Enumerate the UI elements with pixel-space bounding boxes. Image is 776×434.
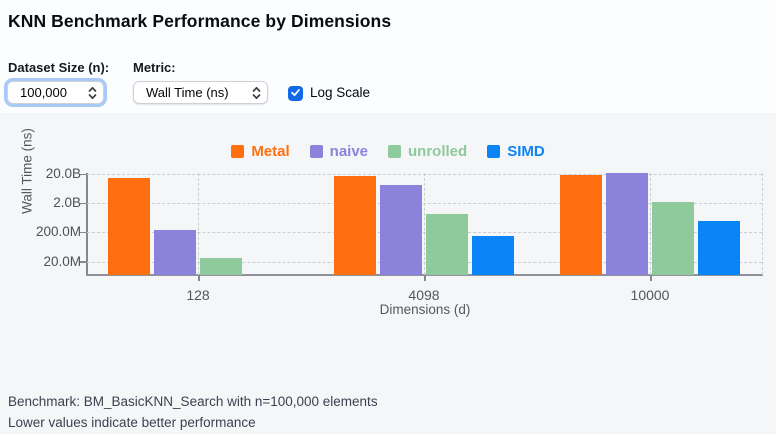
log-scale-label: Log Scale bbox=[310, 85, 371, 100]
metric-value: Wall Time (ns) bbox=[146, 85, 229, 100]
bar-Metal-10000 bbox=[560, 175, 602, 275]
y-tick-label: 200.0M bbox=[35, 224, 81, 240]
stepper-icon bbox=[88, 86, 97, 100]
legend-swatch-icon bbox=[231, 145, 245, 158]
x-tick-label: 10000 bbox=[630, 287, 670, 303]
bar-unrolled-4098 bbox=[426, 213, 468, 275]
bar-SIMD-4098 bbox=[472, 236, 514, 275]
legend-label: SIMD bbox=[507, 143, 545, 160]
legend-label: unrolled bbox=[408, 143, 468, 160]
y-tick-label: 20.0B bbox=[45, 166, 81, 182]
x-axis-tick bbox=[424, 275, 426, 281]
page-title: KNN Benchmark Performance by Dimensions bbox=[8, 11, 392, 31]
log-scale-checkbox[interactable] bbox=[288, 86, 303, 101]
bar-unrolled-128 bbox=[200, 258, 242, 275]
bar-SIMD-10000 bbox=[698, 220, 740, 275]
bar-naive-128 bbox=[154, 229, 196, 275]
stepper-icon bbox=[252, 86, 261, 100]
legend-item-Metal[interactable]: Metal bbox=[231, 143, 290, 160]
legend-swatch-icon bbox=[388, 145, 402, 158]
x-axis-title: Dimensions (d) bbox=[379, 302, 471, 317]
y-axis-tick bbox=[80, 173, 86, 176]
metric-label: Metric: bbox=[133, 60, 176, 75]
y-axis-tick bbox=[80, 202, 86, 205]
performance-note: Lower values indicate better performance bbox=[8, 415, 256, 430]
y-axis-tick bbox=[80, 261, 86, 263]
bar-Metal-128 bbox=[108, 177, 150, 275]
gridline-vertical bbox=[424, 173, 425, 275]
bar-Metal-4098 bbox=[334, 176, 376, 275]
legend-swatch-icon bbox=[487, 145, 501, 158]
dataset-size-select[interactable]: 100,000 bbox=[4, 78, 107, 107]
y-tick-label: 20.0M bbox=[43, 253, 81, 269]
y-axis-tick bbox=[80, 231, 86, 234]
gridline-vertical bbox=[762, 173, 763, 275]
gridline-vertical bbox=[198, 173, 199, 275]
x-tick-label: 128 bbox=[186, 287, 210, 303]
metric-select[interactable]: Wall Time (ns) bbox=[133, 81, 268, 104]
x-axis-tick bbox=[650, 275, 652, 281]
bar-naive-4098 bbox=[380, 185, 422, 275]
bar-naive-10000 bbox=[606, 173, 648, 275]
benchmark-caption: Benchmark: BM_BasicKNN_Search with n=100… bbox=[8, 394, 378, 409]
legend-item-SIMD[interactable]: SIMD bbox=[487, 143, 545, 160]
header bbox=[0, 0, 776, 113]
legend-label: naive bbox=[329, 143, 369, 160]
y-axis-line bbox=[86, 173, 88, 275]
gridline-vertical bbox=[650, 173, 651, 275]
checkmark-icon bbox=[290, 85, 301, 103]
x-tick-label: 4098 bbox=[408, 287, 440, 303]
dataset-size-value: 100,000 bbox=[20, 85, 67, 100]
legend-item-unrolled[interactable]: unrolled bbox=[388, 143, 467, 160]
legend-swatch-icon bbox=[309, 145, 323, 158]
bar-unrolled-10000 bbox=[652, 202, 694, 275]
legend-label: Metal bbox=[251, 143, 290, 160]
legend-item-naive[interactable]: naive bbox=[309, 143, 369, 160]
chart-legend: Metal naive unrolled SIMD bbox=[0, 143, 776, 160]
y-tick-label: 2.0B bbox=[53, 195, 81, 211]
dataset-size-label: Dataset Size (n): bbox=[8, 60, 110, 75]
x-axis-tick bbox=[198, 275, 200, 281]
